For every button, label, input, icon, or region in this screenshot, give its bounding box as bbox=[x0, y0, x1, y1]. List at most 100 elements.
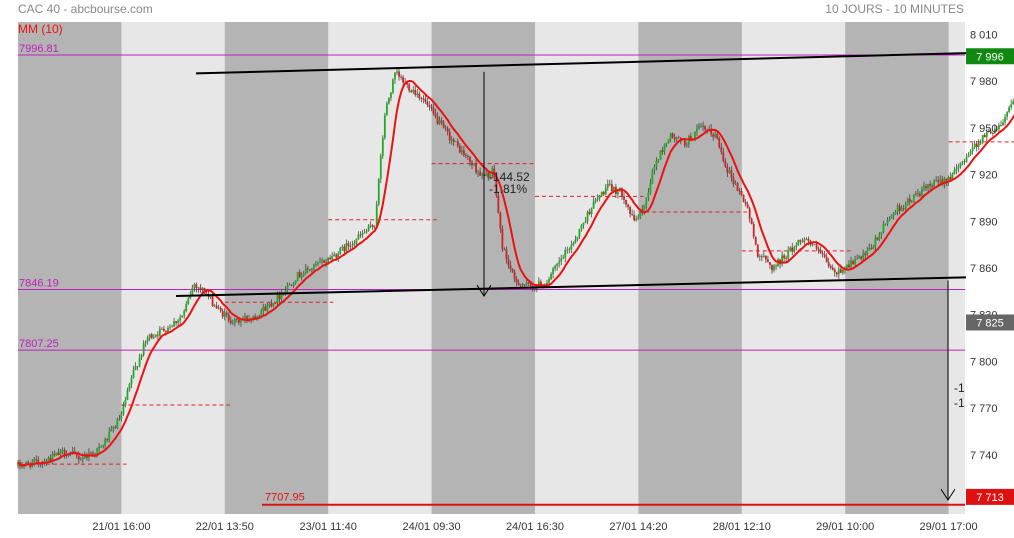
candle-body bbox=[781, 255, 783, 265]
candle-body bbox=[975, 143, 978, 147]
candle-body bbox=[762, 255, 765, 257]
candle-body bbox=[487, 173, 490, 178]
candle-body bbox=[767, 259, 769, 263]
candle-body bbox=[460, 150, 463, 153]
candle-body bbox=[422, 98, 425, 100]
candle-body bbox=[98, 447, 100, 449]
candle-body bbox=[140, 354, 143, 358]
candle-body bbox=[866, 250, 869, 256]
candle-body bbox=[310, 268, 313, 271]
x-tick-label: 23/01 11:40 bbox=[300, 521, 357, 533]
candle-body bbox=[341, 246, 344, 248]
candle-body bbox=[959, 162, 962, 167]
candle-body bbox=[805, 238, 808, 240]
candle-body bbox=[430, 107, 433, 109]
candle-body bbox=[602, 191, 605, 195]
candle-body bbox=[578, 229, 581, 237]
level-label: 7846.19 bbox=[19, 278, 59, 290]
candle-body bbox=[858, 256, 861, 259]
candle-body bbox=[562, 257, 565, 259]
candle-body bbox=[57, 452, 60, 455]
candle-body bbox=[969, 151, 972, 155]
candle-body bbox=[379, 155, 382, 179]
candle-body bbox=[503, 249, 506, 251]
candle-body bbox=[947, 177, 950, 182]
candle-body bbox=[112, 427, 115, 429]
candle-body bbox=[308, 269, 311, 271]
candle-body bbox=[418, 93, 421, 99]
day-shading bbox=[18, 22, 949, 514]
candle-body bbox=[900, 208, 903, 212]
candle-body bbox=[349, 246, 352, 247]
candle-body bbox=[406, 82, 409, 85]
x-tick-label: 24/01 09:30 bbox=[403, 521, 461, 533]
candle-body bbox=[556, 263, 559, 267]
candle-body bbox=[789, 247, 792, 251]
x-tick-label: 21/01 16:00 bbox=[92, 521, 150, 533]
candle-body bbox=[657, 159, 660, 161]
candle-body bbox=[491, 168, 494, 174]
candle-body bbox=[608, 183, 611, 185]
candle-body bbox=[537, 281, 540, 286]
candle-body bbox=[444, 127, 447, 129]
candle-body bbox=[357, 234, 360, 239]
candle-body bbox=[55, 452, 58, 456]
y-tick-label: 7 800 bbox=[970, 356, 998, 368]
candle-body bbox=[410, 90, 413, 93]
candle-body bbox=[458, 145, 461, 153]
candle-body bbox=[390, 92, 392, 98]
candle-body bbox=[511, 269, 514, 272]
candle-body bbox=[876, 237, 879, 240]
candle-body bbox=[868, 248, 871, 251]
candle-body bbox=[375, 204, 378, 227]
candle-body bbox=[939, 179, 942, 183]
candle-body bbox=[343, 246, 346, 252]
candle-body bbox=[987, 131, 990, 133]
candle-body bbox=[290, 284, 293, 286]
candle-body bbox=[335, 254, 338, 258]
candle-body bbox=[831, 267, 834, 270]
candle-body bbox=[211, 295, 214, 307]
candle-body bbox=[438, 120, 441, 125]
candle-body bbox=[353, 242, 356, 246]
candle-body bbox=[110, 428, 113, 432]
candle-body bbox=[124, 399, 127, 406]
candle-body bbox=[548, 279, 550, 283]
candle-body bbox=[17, 462, 19, 466]
candle-body bbox=[943, 178, 946, 185]
candle-body bbox=[689, 136, 692, 140]
candle-body bbox=[420, 98, 423, 99]
candle-body bbox=[752, 224, 755, 237]
candle-body bbox=[51, 453, 54, 462]
candle-body bbox=[1004, 116, 1006, 123]
candle-body bbox=[967, 154, 970, 157]
candle-body bbox=[144, 341, 147, 344]
candle-body bbox=[742, 194, 745, 202]
candle-body bbox=[497, 195, 500, 213]
candle-body bbox=[643, 204, 646, 214]
candle-body bbox=[754, 236, 757, 245]
candle-body bbox=[590, 208, 593, 214]
candle-body bbox=[215, 305, 218, 309]
candle-body bbox=[854, 259, 856, 265]
candle-body bbox=[864, 253, 867, 256]
candle-body bbox=[910, 201, 913, 203]
candle-body bbox=[163, 328, 165, 331]
candle-body bbox=[92, 453, 94, 455]
trend-line-upper bbox=[195, 52, 967, 75]
candle-body bbox=[769, 262, 771, 265]
candle-body bbox=[469, 156, 471, 163]
candle-body bbox=[797, 239, 800, 246]
candle-body bbox=[935, 180, 938, 182]
candle-body bbox=[130, 377, 133, 384]
trend-line-lower bbox=[175, 276, 967, 298]
candle-body bbox=[270, 303, 273, 307]
candle-body bbox=[388, 97, 390, 104]
candle-body bbox=[35, 459, 38, 461]
candle-body bbox=[734, 183, 737, 185]
candle-body bbox=[456, 141, 459, 146]
candle-body bbox=[235, 318, 238, 320]
candle-body bbox=[505, 249, 508, 259]
candle-body bbox=[477, 172, 479, 173]
candle-body bbox=[574, 239, 577, 244]
